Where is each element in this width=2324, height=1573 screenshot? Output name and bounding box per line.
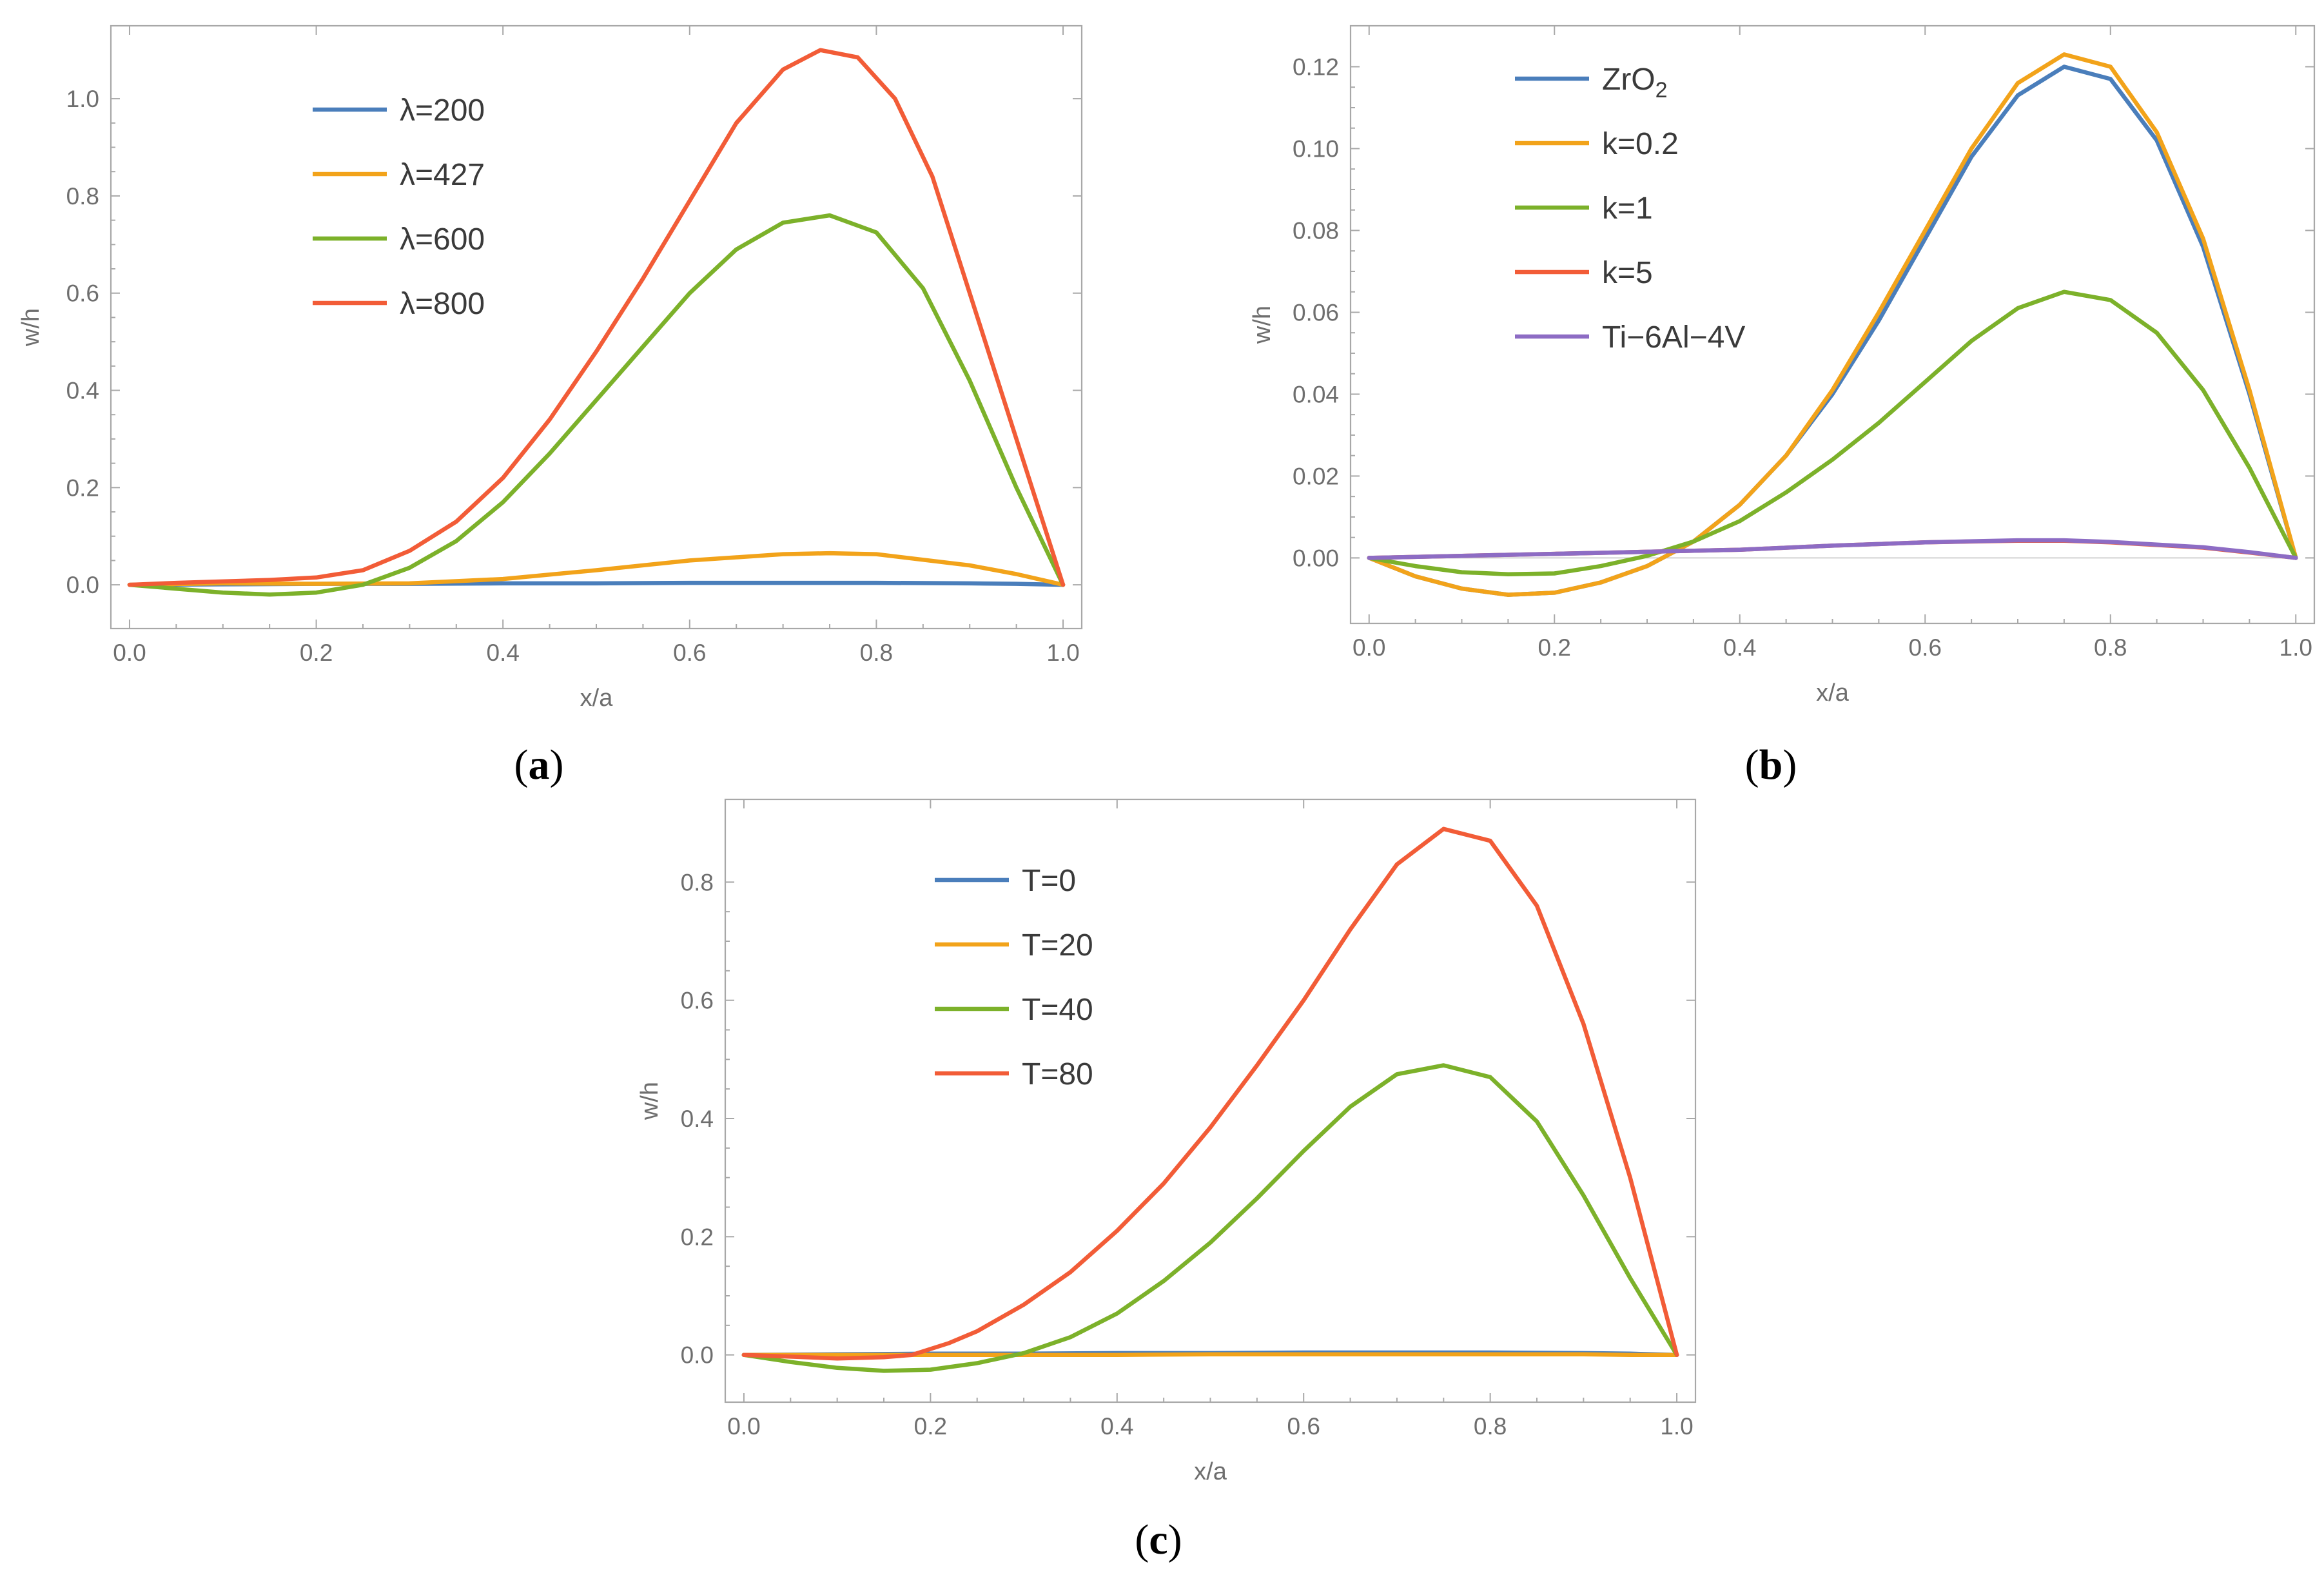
y-tick-label: 0.02 <box>1293 463 1339 489</box>
x-tick-label: 0.8 <box>1474 1413 1507 1440</box>
y-tick-label: 0.00 <box>1293 545 1339 571</box>
y-tick-label: 0.8 <box>681 869 714 895</box>
panel-caption: (b) <box>1745 741 1797 788</box>
panel-caption: (c) <box>1135 1516 1182 1563</box>
x-tick-label: 0.8 <box>860 640 893 666</box>
x-tick-label: 0.2 <box>300 640 333 666</box>
x-tick-label: 0.6 <box>673 640 706 666</box>
series-line <box>1367 538 2298 560</box>
y-tick-label: 0.0 <box>681 1342 714 1369</box>
legend-label-subscript: 2 <box>1655 78 1668 103</box>
legend-label: T=0 <box>1022 864 1076 898</box>
y-tick-label: 0.6 <box>66 280 99 307</box>
legend-label: T=80 <box>1022 1057 1093 1091</box>
legend-label: λ=200 <box>400 93 485 128</box>
chart-panel-c: 0.0 0.2 0.4 0.6 0.8 1.0 0.0 0.2 0.4 0.6 0.8 x/a w/h T… <box>636 798 1697 1563</box>
x-axis-label: x/a <box>580 685 614 712</box>
legend-label: λ=427 <box>400 158 485 192</box>
y-tick-label: 0.4 <box>66 378 99 404</box>
series-line <box>741 1352 1679 1357</box>
y-axis-label: w/h <box>1249 306 1276 344</box>
series-line <box>741 826 1679 1361</box>
plot-frame <box>724 798 1697 1403</box>
x-tick-label: 0.4 <box>1100 1413 1133 1440</box>
legend-label: ZrO2 <box>1602 63 1668 103</box>
chart-panel-a: 0.0 0.2 0.4 0.6 0.8 1.0 0.0 0.2 0.4 0.6 0.8 1.0 x/a w… <box>17 24 1083 788</box>
y-tick-label: 0.04 <box>1293 381 1339 407</box>
plot-frame <box>110 24 1083 630</box>
y-tick-label: 0.8 <box>66 183 99 210</box>
x-tick-label: 1.0 <box>2280 634 2312 661</box>
y-tick-label: 0.2 <box>681 1224 714 1250</box>
x-tick-label: 0.2 <box>914 1413 947 1440</box>
legend-label: T=20 <box>1022 928 1093 962</box>
x-tick-label: 1.0 <box>1660 1413 1693 1440</box>
chart-panel-b: 0.0 0.2 0.4 0.6 0.8 1.0 0.00 0.02 0.04 0.06 0.08 0.… <box>1249 24 2316 788</box>
y-axis-label: w/h <box>636 1082 663 1120</box>
y-tick-label: 0.2 <box>66 474 99 501</box>
x-axis-label: x/a <box>1194 1458 1227 1485</box>
series-line <box>127 551 1066 587</box>
series-line <box>127 48 1066 587</box>
series-line <box>741 1063 1679 1373</box>
series-line <box>1367 52 2298 597</box>
y-tick-label: 0.06 <box>1293 299 1339 326</box>
series-line <box>1367 289 2298 577</box>
y-tick-label: 0.4 <box>681 1106 714 1132</box>
x-tick-label: 0.8 <box>2094 634 2127 661</box>
legend-label: λ=600 <box>400 222 485 257</box>
x-tick-label: 0.4 <box>486 640 519 666</box>
y-tick-label: 1.0 <box>66 86 99 112</box>
x-axis-label: x/a <box>1816 679 1850 707</box>
y-tick-label: 0.12 <box>1293 54 1339 80</box>
y-tick-label: 0.08 <box>1293 217 1339 244</box>
y-axis-label: w/h <box>17 308 44 347</box>
series-line <box>127 213 1066 597</box>
plot-frame <box>1349 24 2316 625</box>
x-tick-label: 1.0 <box>1046 640 1079 666</box>
x-tick-label: 0.4 <box>1723 634 1756 661</box>
x-tick-label: 0.0 <box>1352 634 1385 661</box>
x-tick-label: 0.0 <box>113 640 146 666</box>
legend-label: Ti−6Al−4V <box>1602 320 1745 355</box>
legend-label: k=0.2 <box>1602 127 1679 161</box>
x-tick-label: 0.2 <box>1538 634 1571 661</box>
y-tick-label: 0.0 <box>66 572 99 598</box>
y-tick-label: 0.6 <box>681 988 714 1014</box>
panel-caption: (a) <box>514 741 564 788</box>
x-tick-label: 0.0 <box>727 1413 760 1440</box>
legend-label: λ=800 <box>400 287 485 321</box>
legend-label: T=40 <box>1022 993 1093 1027</box>
legend-label: k=1 <box>1602 191 1653 226</box>
legend-label: k=5 <box>1602 256 1653 290</box>
y-tick-label: 0.10 <box>1293 135 1339 162</box>
x-tick-label: 0.6 <box>1909 634 1942 661</box>
x-tick-label: 0.6 <box>1287 1413 1320 1440</box>
